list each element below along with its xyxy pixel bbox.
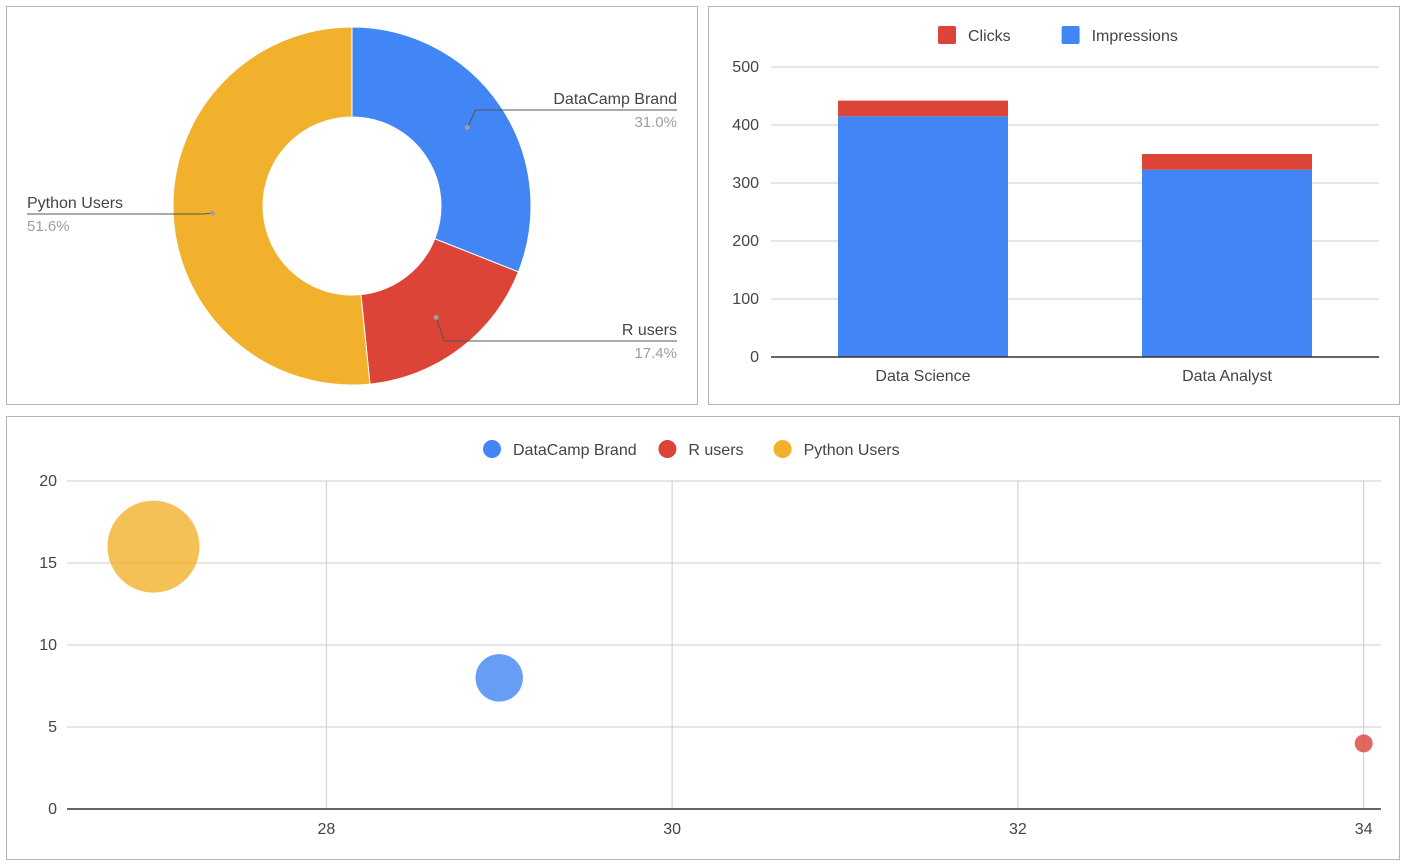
donut-slice-r-users (360, 238, 520, 385)
bubble-legend-label-python-users: Python Users (804, 442, 900, 459)
donut-slice-datacamp-brand (351, 26, 532, 273)
bubble-x-tick-label: 28 (317, 821, 335, 838)
donut-slice-python-users (172, 26, 371, 386)
legend-label-clicks: Clicks (968, 28, 1011, 45)
bar-y-tick-label: 500 (732, 59, 759, 76)
bubble-y-tick-label: 5 (48, 719, 57, 736)
legend-label-impressions: Impressions (1092, 28, 1178, 45)
bubble-x-tick-label: 32 (1009, 821, 1027, 838)
donut-label-python-users: Python Users (27, 195, 123, 212)
donut-chart: DataCamp Brand 31.0% R users 17.4% Python Us… (27, 26, 677, 386)
donut-percent-datacamp-brand: 31.0% (634, 114, 677, 131)
legend-swatch-clicks (938, 26, 956, 44)
bubble-chart: 0 5 10 15 20 28 30 32 34 DataCamp Brand R users Pyt… (39, 440, 1381, 838)
bubble-legend-label-r-users: R users (688, 442, 743, 459)
bar-impressions-data-science (838, 116, 1008, 357)
stacked-bar-chart-panel: 0 100 200 300 400 500 Data Science Data Analyst… (708, 6, 1400, 405)
bubble-python-users (107, 500, 200, 593)
donut-leader-dot-r-users (433, 314, 439, 320)
bar-y-tick-label: 100 (732, 291, 759, 308)
bubble-legend-marker-r-users (658, 440, 677, 458)
bubble-r-users (1354, 734, 1373, 753)
donut-percent-r-users: 17.4% (634, 345, 677, 362)
donut-chart-panel: DataCamp Brand 31.0% R users 17.4% Python Us… (6, 6, 698, 405)
legend-swatch-impressions (1061, 26, 1080, 44)
stacked-bar-chart: 0 100 200 300 400 500 Data Science Data Analyst… (732, 26, 1379, 385)
donut-leader-dot-python-users (210, 210, 216, 216)
bar-x-tick-label-data-analyst: Data Analyst (1182, 368, 1272, 385)
bar-y-tick-label: 0 (750, 349, 759, 366)
donut-leader-line-r-users (435, 317, 677, 342)
bar-x-tick-label-data-science: Data Science (875, 368, 970, 385)
bubble-datacamp-brand (475, 654, 523, 702)
donut-label-datacamp-brand: DataCamp Brand (553, 91, 677, 108)
bubble-chart-panel: 0 5 10 15 20 28 30 32 34 DataCamp Brand R users Pyt… (6, 416, 1400, 860)
bubble-legend-label-datacamp-brand: DataCamp Brand (513, 442, 637, 459)
bubble-y-tick-label: 0 (48, 801, 57, 818)
donut-leader-dot-datacamp-brand (464, 125, 470, 131)
donut-label-r-users: R users (622, 322, 677, 339)
bar-clicks-data-analyst (1142, 154, 1312, 170)
bubble-y-tick-label: 20 (39, 473, 57, 490)
donut-leader-line-python-users (27, 212, 213, 215)
bubble-legend-marker-datacamp-brand (483, 440, 501, 458)
bubble-x-tick-label: 34 (1355, 821, 1373, 838)
bar-y-tick-label: 400 (732, 117, 759, 134)
bubble-x-tick-label: 30 (663, 821, 681, 838)
bar-y-tick-label: 300 (732, 175, 759, 192)
bubble-y-tick-label: 15 (39, 555, 57, 572)
bar-clicks-data-science (838, 100, 1008, 117)
bar-impressions-data-analyst (1142, 169, 1312, 357)
bubble-y-tick-label: 10 (39, 637, 57, 654)
bar-y-tick-label: 200 (732, 233, 759, 250)
bubble-legend-marker-python-users (773, 440, 792, 458)
donut-leader-line-datacamp-brand (467, 109, 677, 128)
donut-percent-python-users: 51.6% (27, 218, 70, 235)
